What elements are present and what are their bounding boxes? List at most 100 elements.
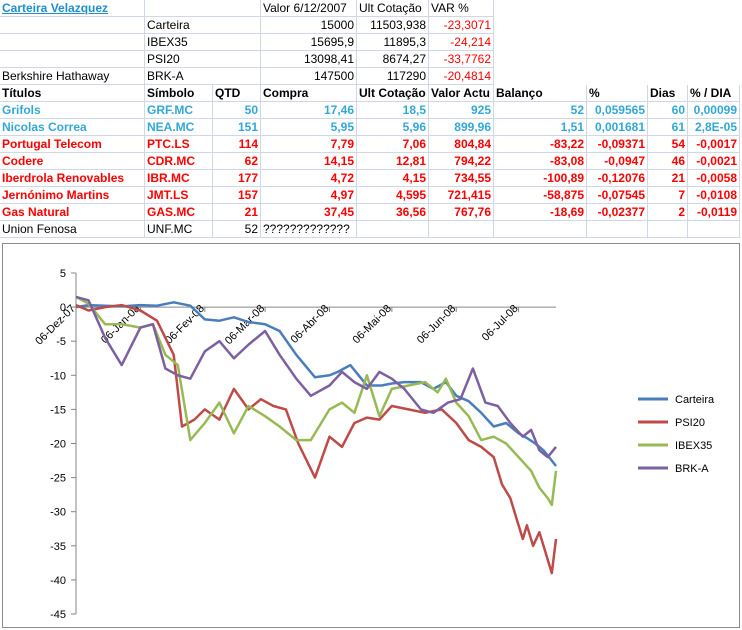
holding-compra-cell[interactable]: 37,45 bbox=[261, 204, 357, 221]
holding-ult-cell[interactable]: 18,5 bbox=[357, 102, 429, 119]
portfolio-title-link[interactable]: Carteira Velazquez bbox=[0, 0, 145, 17]
index-symbol-cell[interactable]: Carteira bbox=[145, 17, 261, 34]
column-header-cell[interactable]: Valor Actu bbox=[429, 85, 494, 102]
holding-qtd-cell[interactable]: 21 bbox=[213, 204, 261, 221]
column-header-cell[interactable]: Títulos bbox=[0, 85, 145, 102]
holding-pct-dia-cell[interactable]: -0,0108 bbox=[688, 187, 740, 204]
holding-valor-cell[interactable]: 767,76 bbox=[429, 204, 494, 221]
performance-chart[interactable]: 5 0 -5 -10 -15 -20 -25 -30 -35 -40 -45 06-Dez-07 06-… bbox=[2, 243, 740, 628]
index-var-cell[interactable]: -33,7762 bbox=[429, 51, 494, 68]
holding-dias-cell[interactable]: 21 bbox=[648, 170, 688, 187]
column-header-cell[interactable]: Dias bbox=[648, 85, 688, 102]
holding-pct-cell[interactable] bbox=[587, 221, 648, 238]
column-header-cell[interactable]: % bbox=[587, 85, 648, 102]
blank-cell[interactable] bbox=[145, 0, 261, 17]
index-value-cell[interactable]: 147500 bbox=[261, 68, 357, 85]
holding-ult-cell[interactable]: 4,595 bbox=[357, 187, 429, 204]
index-var-cell[interactable]: -24,214 bbox=[429, 34, 494, 51]
holding-balanco-cell[interactable] bbox=[494, 221, 587, 238]
holding-qtd-cell[interactable]: 177 bbox=[213, 170, 261, 187]
holding-dias-cell[interactable] bbox=[648, 221, 688, 238]
header-ult-cotacao[interactable]: Ult Cotação bbox=[357, 0, 429, 17]
index-name-cell[interactable] bbox=[0, 51, 145, 68]
holding-balanco-cell[interactable]: -83,22 bbox=[494, 136, 587, 153]
holding-ult-cell[interactable]: 36,56 bbox=[357, 204, 429, 221]
holding-dias-cell[interactable]: 46 bbox=[648, 153, 688, 170]
holding-compra-cell[interactable]: ????????????? bbox=[261, 221, 357, 238]
holding-name-cell[interactable]: Jernónimo Martins bbox=[0, 187, 145, 204]
holding-pct-dia-cell[interactable]: -0,0058 bbox=[688, 170, 740, 187]
holding-balanco-cell[interactable]: -18,69 bbox=[494, 204, 587, 221]
holding-balanco-cell[interactable]: 1,51 bbox=[494, 119, 587, 136]
header-var[interactable]: VAR % bbox=[429, 0, 494, 17]
index-name-cell[interactable] bbox=[0, 17, 145, 34]
column-header-cell[interactable]: QTD bbox=[213, 85, 261, 102]
holding-pct-cell[interactable]: 0,001681 bbox=[587, 119, 648, 136]
holding-valor-cell[interactable]: 721,415 bbox=[429, 187, 494, 204]
holding-valor-cell[interactable]: 925 bbox=[429, 102, 494, 119]
holding-name-cell[interactable]: Grifols bbox=[0, 102, 145, 119]
index-value-cell[interactable]: 13098,41 bbox=[261, 51, 357, 68]
holding-balanco-cell[interactable]: -100,89 bbox=[494, 170, 587, 187]
holding-dias-cell[interactable]: 60 bbox=[648, 102, 688, 119]
index-value-cell[interactable]: 15695,9 bbox=[261, 34, 357, 51]
index-ult-cell[interactable]: 8674,27 bbox=[357, 51, 429, 68]
holding-dias-cell[interactable]: 61 bbox=[648, 119, 688, 136]
holding-compra-cell[interactable]: 4,97 bbox=[261, 187, 357, 204]
holding-name-cell[interactable]: Iberdrola Renovables bbox=[0, 170, 145, 187]
holding-symbol-cell[interactable]: GAS.MC bbox=[145, 204, 213, 221]
holding-name-cell[interactable]: Gas Natural bbox=[0, 204, 145, 221]
holding-pct-dia-cell[interactable]: -0,0017 bbox=[688, 136, 740, 153]
holding-pct-cell[interactable]: -0,0947 bbox=[587, 153, 648, 170]
holding-symbol-cell[interactable]: NEA.MC bbox=[145, 119, 213, 136]
holding-name-cell[interactable]: Codere bbox=[0, 153, 145, 170]
holding-compra-cell[interactable]: 5,95 bbox=[261, 119, 357, 136]
index-var-cell[interactable]: -20,4814 bbox=[429, 68, 494, 85]
holding-qtd-cell[interactable]: 62 bbox=[213, 153, 261, 170]
holding-symbol-cell[interactable]: JMT.LS bbox=[145, 187, 213, 204]
column-header-cell[interactable]: Balanço bbox=[494, 85, 587, 102]
holding-balanco-cell[interactable]: -83,08 bbox=[494, 153, 587, 170]
index-ult-cell[interactable]: 11503,938 bbox=[357, 17, 429, 34]
holding-pct-cell[interactable]: -0,07545 bbox=[587, 187, 648, 204]
holding-dias-cell[interactable]: 2 bbox=[648, 204, 688, 221]
index-ult-cell[interactable]: 11895,3 bbox=[357, 34, 429, 51]
index-name-cell[interactable]: Berkshire Hathaway bbox=[0, 68, 145, 85]
holding-ult-cell[interactable]: 5,96 bbox=[357, 119, 429, 136]
column-header-cell[interactable]: Símbolo bbox=[145, 85, 213, 102]
holding-valor-cell[interactable]: 804,84 bbox=[429, 136, 494, 153]
holding-symbol-cell[interactable]: GRF.MC bbox=[145, 102, 213, 119]
holding-qtd-cell[interactable]: 52 bbox=[213, 221, 261, 238]
holding-qtd-cell[interactable]: 151 bbox=[213, 119, 261, 136]
holding-ult-cell[interactable]: 4,15 bbox=[357, 170, 429, 187]
holding-symbol-cell[interactable]: PTC.LS bbox=[145, 136, 213, 153]
column-header-cell[interactable]: % / DIA bbox=[688, 85, 740, 102]
holding-compra-cell[interactable]: 17,46 bbox=[261, 102, 357, 119]
index-name-cell[interactable] bbox=[0, 34, 145, 51]
holding-pct-cell[interactable]: 0,059565 bbox=[587, 102, 648, 119]
holding-ult-cell[interactable]: 7,06 bbox=[357, 136, 429, 153]
holding-dias-cell[interactable]: 7 bbox=[648, 187, 688, 204]
holding-name-cell[interactable]: Union Fenosa bbox=[0, 221, 145, 238]
holding-valor-cell[interactable]: 794,22 bbox=[429, 153, 494, 170]
holding-balanco-cell[interactable]: -58,875 bbox=[494, 187, 587, 204]
holding-compra-cell[interactable]: 7,79 bbox=[261, 136, 357, 153]
index-symbol-cell[interactable]: BRK-A bbox=[145, 68, 261, 85]
column-header-cell[interactable]: Compra bbox=[261, 85, 357, 102]
header-valor[interactable]: Valor 6/12/2007 bbox=[261, 0, 357, 17]
index-var-cell[interactable]: -23,3071 bbox=[429, 17, 494, 34]
holding-qtd-cell[interactable]: 50 bbox=[213, 102, 261, 119]
index-value-cell[interactable]: 15000 bbox=[261, 17, 357, 34]
holding-balanco-cell[interactable]: 52 bbox=[494, 102, 587, 119]
holding-compra-cell[interactable]: 14,15 bbox=[261, 153, 357, 170]
holding-pct-dia-cell[interactable]: 0,00099 bbox=[688, 102, 740, 119]
index-symbol-cell[interactable]: IBEX35 bbox=[145, 34, 261, 51]
holding-valor-cell[interactable] bbox=[429, 221, 494, 238]
holding-name-cell[interactable]: Portugal Telecom bbox=[0, 136, 145, 153]
holding-valor-cell[interactable]: 899,96 bbox=[429, 119, 494, 136]
holding-pct-dia-cell[interactable]: -0,0021 bbox=[688, 153, 740, 170]
holding-pct-cell[interactable]: -0,02377 bbox=[587, 204, 648, 221]
holding-symbol-cell[interactable]: IBR.MC bbox=[145, 170, 213, 187]
holding-symbol-cell[interactable]: CDR.MC bbox=[145, 153, 213, 170]
holding-compra-cell[interactable]: 4,72 bbox=[261, 170, 357, 187]
